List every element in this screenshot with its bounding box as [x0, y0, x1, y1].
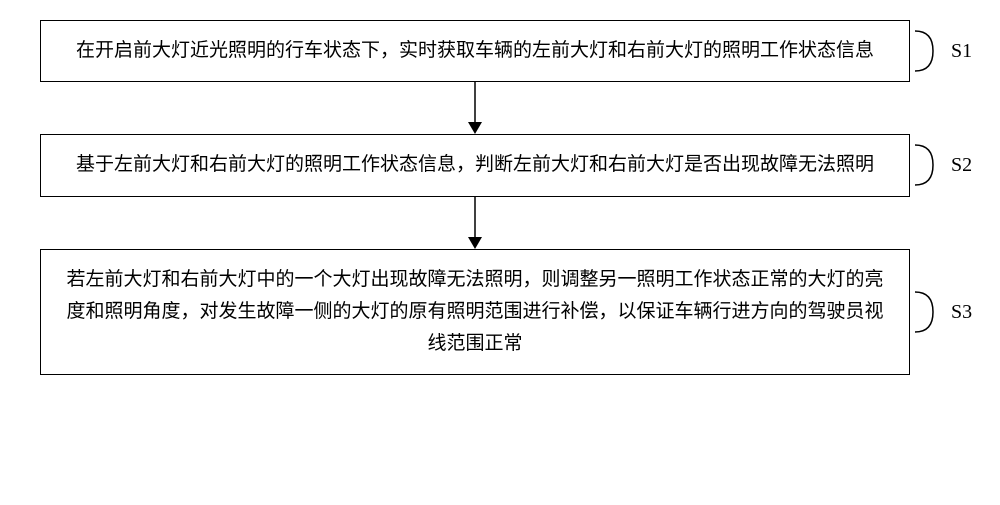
step-text: 基于左前大灯和右前大灯的照明工作状态信息，判断左前大灯和右前大灯是否出现故障无法…	[76, 149, 874, 181]
step-label: S3	[951, 301, 972, 324]
step-text: 若左前大灯和右前大灯中的一个大灯出现故障无法照明，则调整另一照明工作状态正常的大…	[61, 264, 889, 361]
connector-curve-icon	[915, 27, 947, 75]
arrow-down-icon	[463, 197, 487, 249]
flowchart-step-row: 基于左前大灯和右前大灯的照明工作状态信息，判断左前大灯和右前大灯是否出现故障无法…	[40, 134, 960, 196]
flowchart-arrow	[40, 197, 910, 249]
arrow-down-icon	[463, 82, 487, 134]
step-label: S1	[951, 40, 972, 63]
flowchart-step-box: 基于左前大灯和右前大灯的照明工作状态信息，判断左前大灯和右前大灯是否出现故障无法…	[40, 134, 910, 196]
step-label: S2	[951, 154, 972, 177]
step-text: 在开启前大灯近光照明的行车状态下，实时获取车辆的左前大灯和右前大灯的照明工作状态…	[76, 35, 874, 67]
flowchart-arrow	[40, 82, 910, 134]
flowchart-step-row: 若左前大灯和右前大灯中的一个大灯出现故障无法照明，则调整另一照明工作状态正常的大…	[40, 249, 960, 376]
connector-curve-icon	[915, 141, 947, 189]
step-label-wrap: S3	[915, 288, 972, 336]
flowchart-step-row: 在开启前大灯近光照明的行车状态下，实时获取车辆的左前大灯和右前大灯的照明工作状态…	[40, 20, 960, 82]
connector-curve-icon	[915, 288, 947, 336]
flowchart-step-box: 若左前大灯和右前大灯中的一个大灯出现故障无法照明，则调整另一照明工作状态正常的大…	[40, 249, 910, 376]
step-label-wrap: S1	[915, 27, 972, 75]
step-label-wrap: S2	[915, 141, 972, 189]
flowchart-step-box: 在开启前大灯近光照明的行车状态下，实时获取车辆的左前大灯和右前大灯的照明工作状态…	[40, 20, 910, 82]
flowchart-container: 在开启前大灯近光照明的行车状态下，实时获取车辆的左前大灯和右前大灯的照明工作状态…	[0, 0, 1000, 505]
